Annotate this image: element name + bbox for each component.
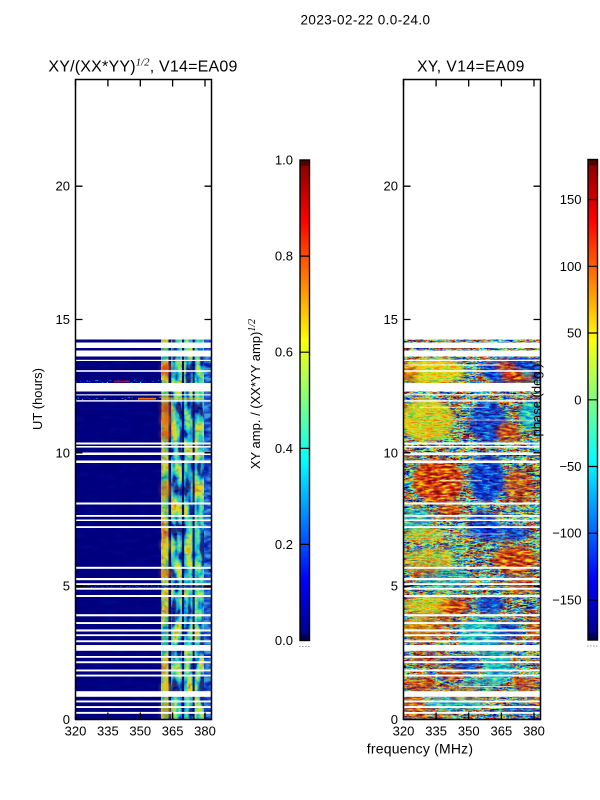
- svg-text:335: 335: [97, 724, 119, 739]
- svg-text:0.6: 0.6: [275, 345, 293, 360]
- svg-text:XY, V14=EA09: XY, V14=EA09: [417, 59, 525, 76]
- svg-text:320: 320: [393, 724, 415, 739]
- svg-text:10: 10: [384, 445, 398, 460]
- svg-text:350: 350: [129, 724, 151, 739]
- svg-text:0: 0: [391, 712, 398, 727]
- svg-text:100: 100: [560, 259, 582, 274]
- svg-text:−100: −100: [552, 526, 581, 541]
- svg-text:0.4: 0.4: [275, 441, 293, 456]
- svg-text:1.0: 1.0: [275, 153, 293, 168]
- svg-text:XY amp. / (XX*YY amp)1/2: XY amp. / (XX*YY amp)1/2: [247, 319, 263, 469]
- svg-text:XY/(XX*YY)1/2, V14=EA09: XY/(XX*YY)1/2, V14=EA09: [48, 58, 237, 76]
- svg-text:10: 10: [56, 445, 70, 460]
- svg-text:50: 50: [567, 326, 581, 341]
- svg-text:320: 320: [65, 724, 87, 739]
- svg-text:0: 0: [574, 392, 581, 407]
- svg-text:phase (deg.): phase (deg.): [529, 364, 544, 437]
- svg-text:350: 350: [458, 724, 480, 739]
- svg-text:150: 150: [560, 192, 582, 207]
- svg-text:15: 15: [384, 312, 398, 327]
- svg-text:0.2: 0.2: [275, 537, 293, 552]
- svg-text:UT (hours): UT (hours): [30, 368, 45, 430]
- svg-text:380: 380: [523, 724, 545, 739]
- svg-text:15: 15: [56, 312, 70, 327]
- svg-text:0: 0: [63, 712, 70, 727]
- svg-text:365: 365: [162, 724, 184, 739]
- svg-text:0.0: 0.0: [275, 633, 293, 648]
- svg-text:5: 5: [63, 579, 70, 594]
- svg-text:0.8: 0.8: [275, 249, 293, 264]
- svg-text:20: 20: [56, 179, 70, 194]
- svg-text:−150: −150: [552, 592, 581, 607]
- svg-text:380: 380: [194, 724, 216, 739]
- svg-text:5: 5: [391, 579, 398, 594]
- svg-text:335: 335: [425, 724, 447, 739]
- svg-text:frequency (MHz): frequency (MHz): [367, 741, 473, 757]
- svg-text:2023-02-22 0.0-24.0: 2023-02-22 0.0-24.0: [301, 13, 431, 28]
- svg-text:−50: −50: [559, 459, 581, 474]
- svg-text:20: 20: [384, 179, 398, 194]
- svg-text:365: 365: [491, 724, 513, 739]
